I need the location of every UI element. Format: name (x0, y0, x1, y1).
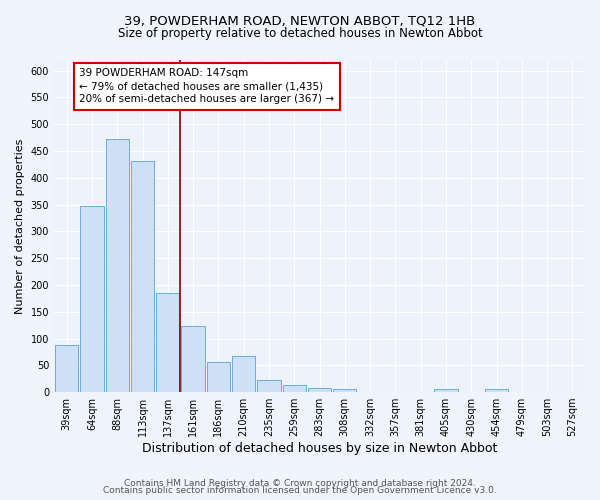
Bar (232, 356, 256, 392)
Text: 39 POWDERHAM ROAD: 147sqm
← 79% of detached houses are smaller (1,435)
20% of se: 39 POWDERHAM ROAD: 147sqm ← 79% of detac… (79, 68, 334, 104)
Bar (434, 390, 458, 392)
Bar (106, 138, 129, 392)
Bar (485, 390, 508, 392)
Bar (333, 390, 356, 392)
Y-axis label: Number of detached properties: Number of detached properties (15, 138, 25, 314)
Bar (80, 206, 104, 392)
Bar (55, 345, 79, 392)
X-axis label: Distribution of detached houses by size in Newton Abbot: Distribution of detached houses by size … (142, 442, 497, 455)
Bar (308, 388, 331, 392)
Bar (156, 293, 179, 392)
Text: Contains public sector information licensed under the Open Government Licence v3: Contains public sector information licen… (103, 486, 497, 495)
Text: Contains HM Land Registry data © Crown copyright and database right 2024.: Contains HM Land Registry data © Crown c… (124, 478, 476, 488)
Bar (131, 160, 154, 392)
Text: 39, POWDERHAM ROAD, NEWTON ABBOT, TQ12 1HB: 39, POWDERHAM ROAD, NEWTON ABBOT, TQ12 1… (124, 15, 476, 28)
Bar (207, 362, 230, 392)
Bar (283, 384, 306, 392)
Bar (181, 326, 205, 392)
Text: Size of property relative to detached houses in Newton Abbot: Size of property relative to detached ho… (118, 28, 482, 40)
Bar (257, 380, 281, 392)
